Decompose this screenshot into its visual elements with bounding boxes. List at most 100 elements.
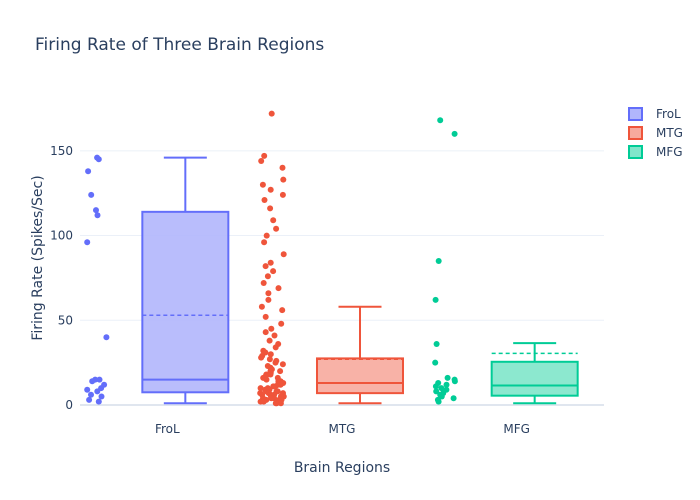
data-point — [261, 152, 268, 159]
data-point — [279, 307, 286, 314]
x-tick-label-mfg: MFG — [503, 422, 530, 436]
data-point — [261, 197, 268, 203]
data-point — [259, 181, 266, 188]
box — [316, 357, 404, 395]
series-mtg — [257, 110, 404, 407]
legend-label: MFG — [656, 145, 683, 159]
data-point — [266, 337, 273, 344]
data-point — [103, 334, 110, 341]
legend-swatch — [628, 145, 643, 159]
data-point — [272, 359, 279, 366]
data-point — [270, 268, 277, 275]
data-point — [257, 385, 264, 392]
data-point — [267, 371, 274, 378]
data-point — [432, 383, 439, 390]
data-point — [280, 176, 287, 183]
legend-item-mfg[interactable]: MFG — [628, 145, 683, 159]
data-point — [273, 225, 280, 232]
data-point — [258, 354, 265, 361]
data-point — [258, 158, 265, 164]
data-point — [261, 239, 268, 246]
data-point — [258, 303, 265, 310]
x-tick-label-mtg: MTG — [329, 422, 356, 436]
data-point — [272, 344, 279, 351]
data-point — [279, 191, 286, 198]
data-point — [433, 341, 440, 347]
y-tick-label-50: 50 — [58, 313, 73, 327]
legend[interactable]: FroL MTG MFG — [628, 107, 683, 159]
box — [141, 210, 230, 394]
series-layer — [84, 110, 579, 407]
data-point — [279, 361, 286, 368]
data-point — [277, 400, 284, 407]
data-point — [432, 296, 439, 303]
legend-label: FroL — [656, 107, 681, 121]
data-point — [435, 258, 442, 264]
data-point — [280, 251, 287, 258]
data-point — [433, 388, 440, 395]
data-point — [279, 164, 286, 171]
data-point — [451, 378, 458, 385]
y-axis-title: Firing Rate (Spikes/Sec) — [30, 175, 46, 340]
data-point — [95, 156, 102, 163]
data-point — [84, 386, 91, 393]
y-tick-label-0: 0 — [65, 398, 73, 412]
legend-swatch — [628, 107, 643, 121]
data-point — [266, 356, 273, 363]
legend-label: MTG — [656, 126, 683, 140]
data-point — [95, 398, 102, 405]
data-point — [93, 207, 99, 214]
data-point — [278, 320, 285, 327]
data-point — [88, 191, 95, 198]
data-point — [265, 296, 272, 303]
axes: 0 50 100 150 FroL MTG MFG — [50, 144, 530, 436]
legend-item-mtg[interactable]: MTG — [628, 126, 683, 140]
data-point — [263, 232, 270, 239]
data-point — [262, 263, 269, 270]
data-point — [268, 325, 275, 332]
data-point — [267, 205, 274, 212]
data-point — [438, 393, 445, 400]
data-point — [96, 376, 103, 383]
data-point — [263, 376, 270, 383]
y-tick-label-100: 100 — [50, 229, 73, 243]
data-point — [275, 285, 282, 292]
data-point — [89, 378, 96, 385]
data-point — [265, 290, 272, 297]
data-point — [271, 332, 278, 339]
box — [490, 360, 579, 397]
data-point — [262, 313, 269, 320]
series-mfg — [432, 117, 579, 405]
data-point — [260, 280, 267, 286]
data-point — [444, 374, 451, 381]
x-axis-title: Brain Regions — [294, 460, 390, 476]
data-point — [437, 117, 444, 124]
data-point — [84, 239, 91, 246]
y-tick-label-150: 150 — [50, 144, 73, 158]
data-point — [94, 388, 101, 395]
data-point — [277, 368, 284, 375]
data-point — [451, 130, 458, 137]
data-point — [267, 186, 274, 193]
legend-swatch — [628, 126, 643, 140]
data-point — [272, 400, 279, 407]
data-point — [435, 398, 442, 405]
data-point — [270, 217, 277, 224]
series-frol — [84, 154, 230, 405]
data-point — [86, 396, 93, 403]
data-point — [98, 393, 105, 400]
data-point — [438, 385, 445, 392]
data-point — [260, 398, 267, 405]
data-point — [432, 359, 439, 366]
data-point — [267, 351, 274, 358]
data-point — [270, 383, 277, 390]
data-point — [94, 212, 101, 219]
data-point — [264, 273, 271, 280]
data-point — [450, 395, 457, 402]
data-point — [267, 259, 274, 266]
chart-title: Firing Rate of Three Brain Regions — [35, 35, 324, 55]
data-point — [88, 391, 94, 398]
legend-item-frol[interactable]: FroL — [628, 107, 681, 121]
data-point — [268, 110, 275, 117]
